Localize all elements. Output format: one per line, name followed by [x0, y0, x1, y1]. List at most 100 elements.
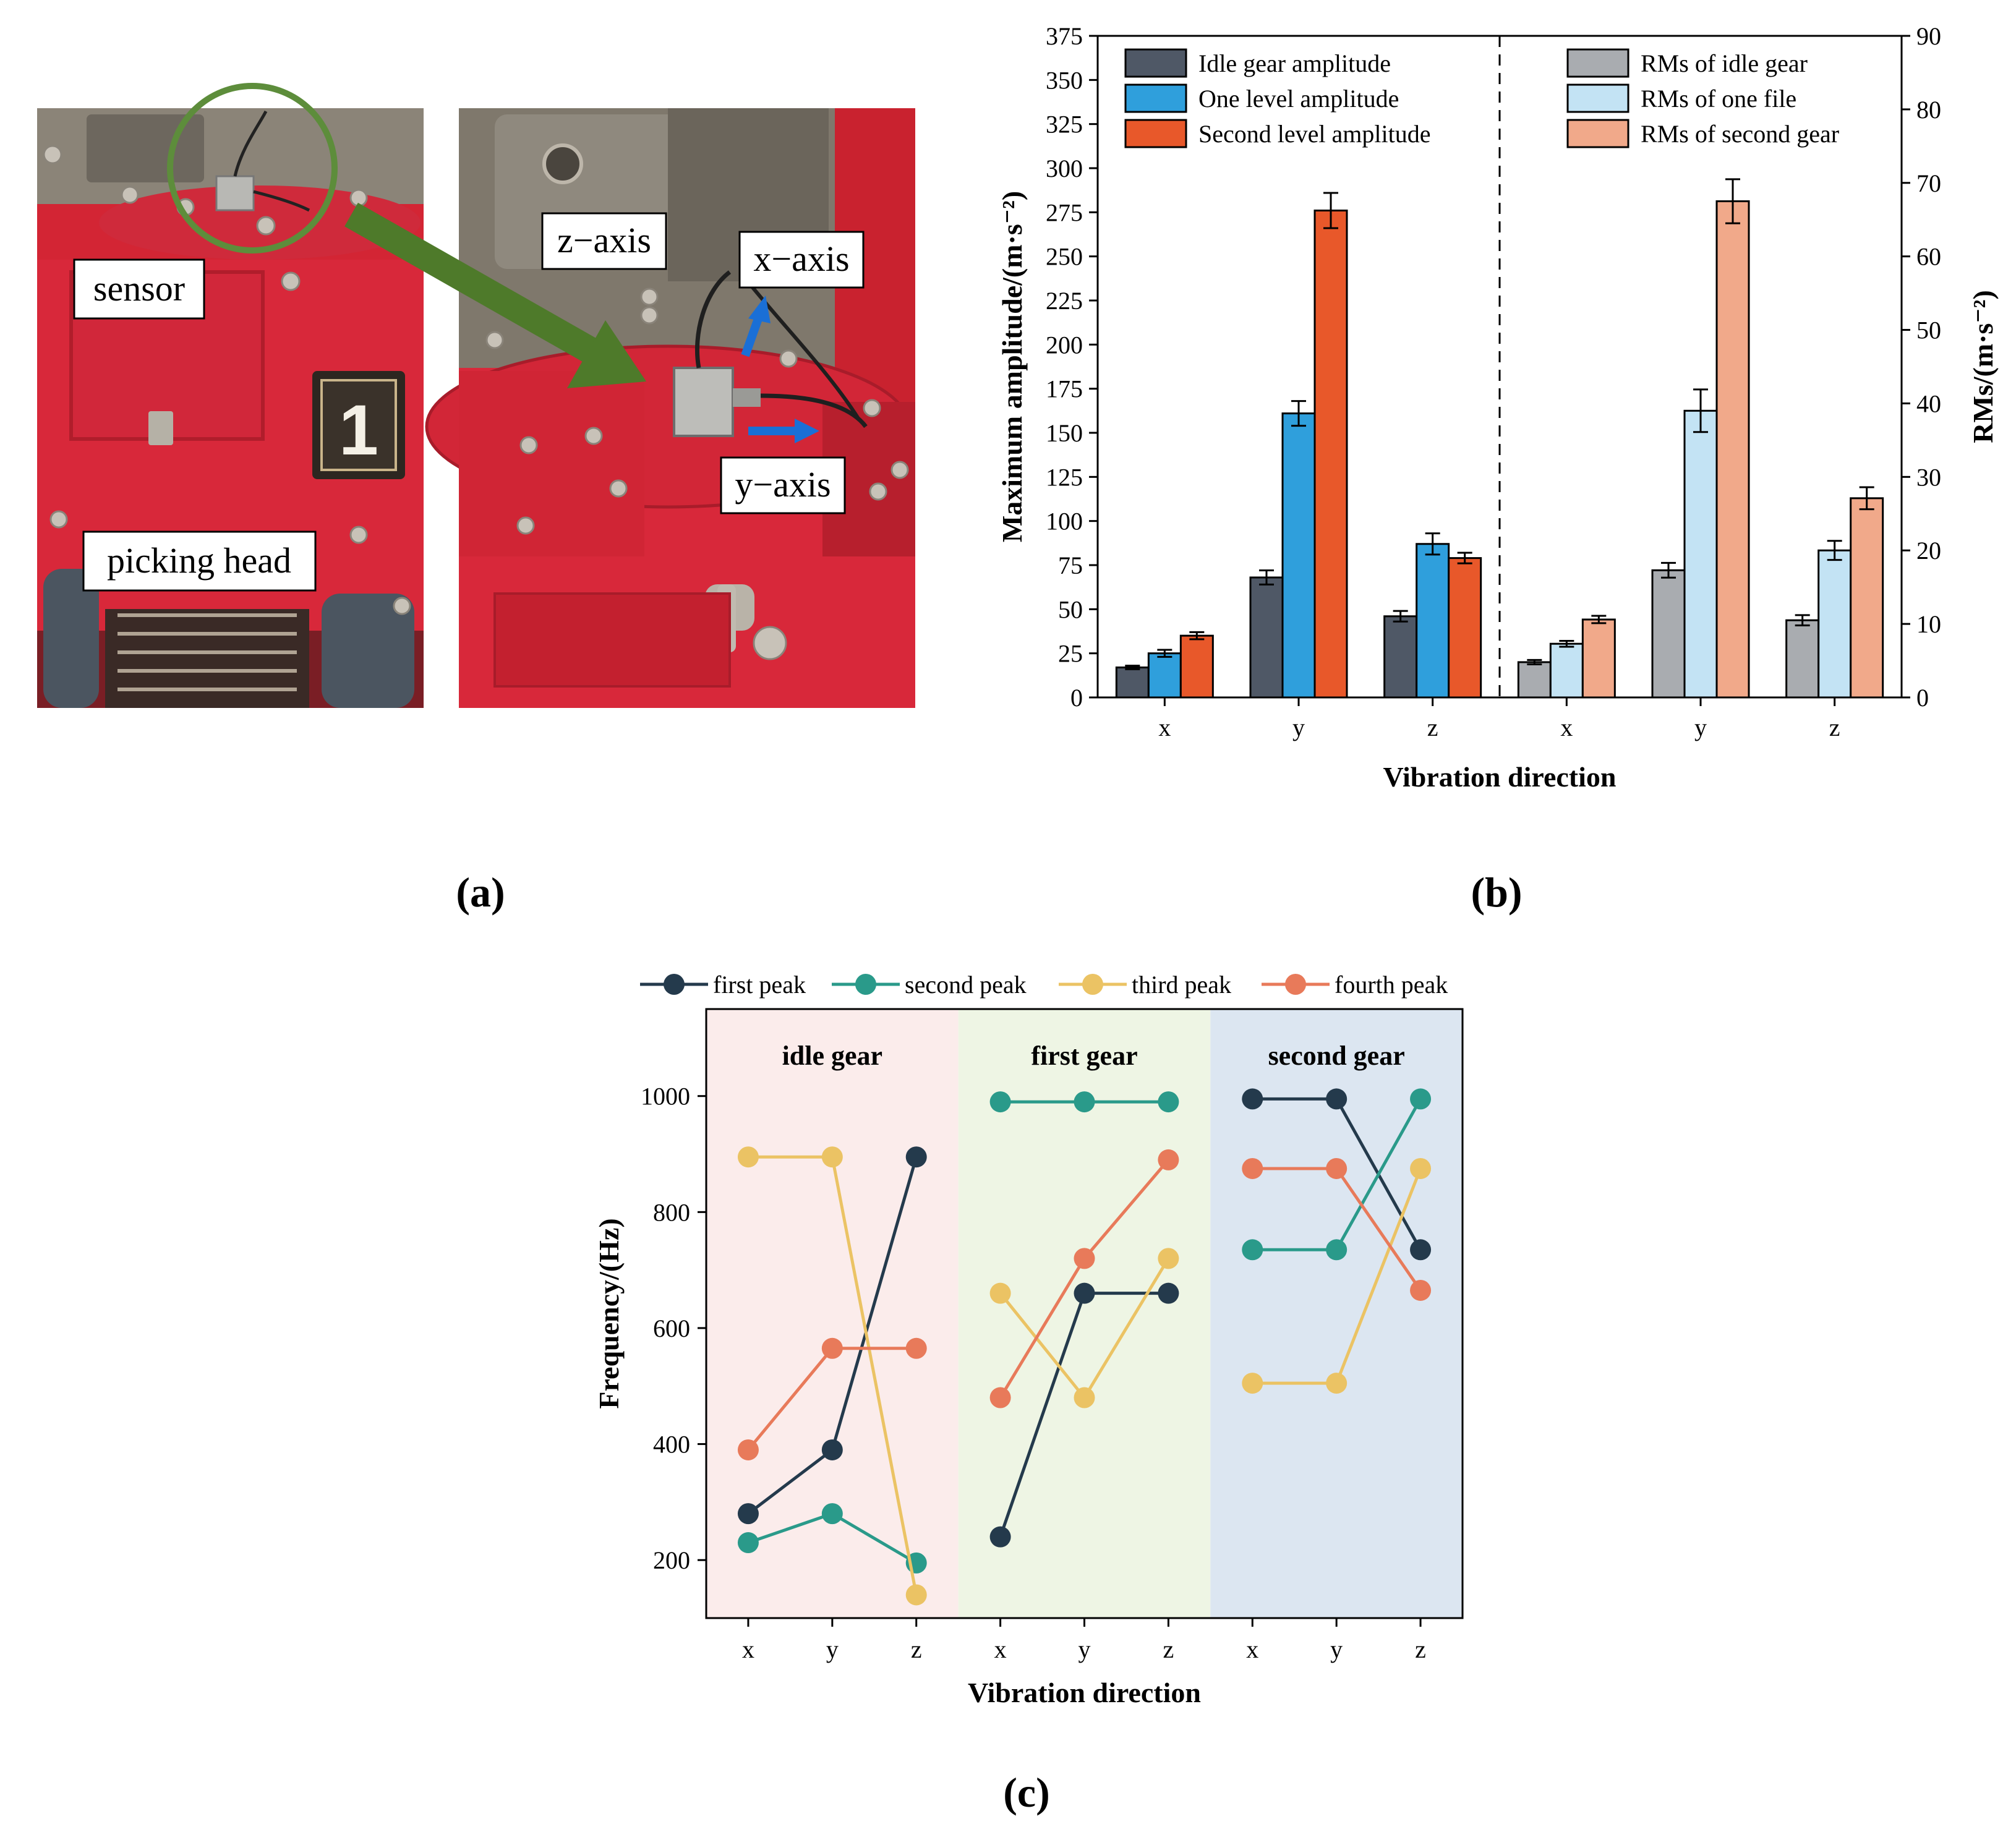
rms-bar	[1581, 618, 1616, 699]
y-right-tick-label: 10	[1916, 610, 1941, 638]
x-tick-label: x	[1560, 714, 1573, 741]
data-point	[1242, 1088, 1263, 1110]
y-right-tick-label: 50	[1916, 317, 1941, 344]
legend-marker	[1082, 974, 1103, 995]
data-point	[1326, 1157, 1348, 1179]
group-title: second gear	[1268, 1041, 1405, 1071]
x-tick-label: z	[1163, 1635, 1174, 1663]
amplitude-bar	[1313, 209, 1348, 699]
data-point	[1158, 1149, 1179, 1170]
y-right-tick-label: 40	[1916, 390, 1941, 417]
y-right-tick-label: 90	[1916, 22, 1941, 50]
legend-label: RMs of second gear	[1641, 120, 1839, 148]
data-point	[1410, 1157, 1432, 1179]
group-title: first gear	[1031, 1041, 1137, 1071]
y-tick-label: 400	[653, 1431, 690, 1459]
y-tick-label: 1000	[641, 1083, 690, 1110]
group-background	[706, 1009, 959, 1618]
y-right-tick-label: 60	[1916, 243, 1941, 271]
amplitude-bar	[1249, 576, 1284, 699]
rms-bar	[1785, 619, 1820, 699]
data-point	[737, 1439, 759, 1460]
y-left-tick-label: 150	[1046, 419, 1083, 447]
data-point	[989, 1282, 1011, 1304]
data-point	[1074, 1282, 1095, 1304]
amplitude-bar	[1448, 557, 1482, 699]
connector-arrow	[344, 202, 646, 388]
rms-bar	[1850, 497, 1884, 699]
panel-a-photos: 1 sensor	[37, 83, 915, 708]
group-title: idle gear	[782, 1041, 883, 1071]
rms-bar	[1683, 409, 1718, 699]
label-y-axis: y−axis	[735, 464, 831, 505]
y-tick-label: 600	[653, 1314, 690, 1342]
y-left-tick-label: 125	[1046, 463, 1083, 491]
x-tick-label: y	[1330, 1635, 1343, 1663]
amplitude-bar	[1416, 543, 1450, 699]
y-right-axis-title: RMs/(m·s⁻²)	[1967, 290, 1999, 443]
legend-marker	[664, 974, 685, 995]
data-point	[989, 1387, 1011, 1408]
y-left-tick-label: 350	[1046, 66, 1083, 94]
plate-number: 1	[339, 391, 378, 470]
caption-a: (a)	[456, 869, 505, 916]
y-right-tick-label: 70	[1916, 169, 1941, 197]
data-point	[1242, 1239, 1263, 1261]
data-point	[1326, 1373, 1348, 1394]
legend-marker	[855, 974, 876, 995]
y-right-tick-label: 80	[1916, 96, 1941, 124]
data-point	[1410, 1279, 1432, 1301]
legend-swatch	[1566, 48, 1629, 78]
data-point	[821, 1503, 843, 1525]
x-tick-label: x	[1246, 1635, 1258, 1663]
chart-c: idle gear first gear second gear 200 400 600 8…	[593, 971, 1464, 1708]
data-point	[905, 1584, 927, 1606]
data-point	[1326, 1239, 1348, 1261]
legend-label: Second level amplitude	[1198, 120, 1430, 148]
x-tick-label: z	[1829, 714, 1840, 741]
legend-label: first peak	[713, 971, 806, 999]
legend-swatch	[1566, 83, 1629, 113]
legend-label: fourth peak	[1335, 971, 1448, 999]
data-point	[1326, 1088, 1348, 1110]
data-point	[1410, 1088, 1432, 1110]
y-left-tick-label: 225	[1046, 287, 1083, 315]
y-left-tick-label: 75	[1058, 552, 1083, 579]
sensor-highlight-circle	[167, 83, 338, 253]
amplitude-bar	[1147, 652, 1182, 699]
data-point	[905, 1146, 927, 1168]
rms-bar	[1549, 642, 1584, 699]
data-point	[905, 1337, 927, 1359]
x-axis-title: Vibration direction	[1383, 761, 1617, 793]
x-axis-title: Vibration direction	[968, 1677, 1201, 1708]
amplitude-bar	[1281, 412, 1316, 699]
y-left-tick-label: 100	[1046, 508, 1083, 535]
legend-label: Idle gear amplitude	[1198, 49, 1391, 77]
y-right-tick-label: 20	[1916, 537, 1941, 565]
y-left-tick-label: 375	[1046, 22, 1083, 50]
y-left-tick-label: 300	[1046, 155, 1083, 182]
y-left-tick-label: 250	[1046, 243, 1083, 271]
label-picking-head: picking head	[107, 540, 291, 581]
data-point	[821, 1146, 843, 1168]
y-left-tick-label: 50	[1058, 595, 1083, 623]
x-tick-label: y	[1694, 714, 1707, 741]
x-tick-label: y	[826, 1635, 839, 1663]
photo-left: 1 sensor	[37, 83, 424, 708]
amplitude-bar	[1115, 666, 1150, 699]
legend-swatch	[1124, 48, 1187, 78]
photo-right: z−axis x−axis y−axis	[425, 108, 915, 708]
data-point	[737, 1146, 759, 1168]
data-point	[821, 1439, 843, 1460]
label-x-axis: x−axis	[753, 239, 849, 279]
legend-label: RMs of idle gear	[1641, 49, 1808, 77]
legend-swatch	[1566, 119, 1629, 148]
label-z-axis: z−axis	[557, 220, 651, 260]
y-tick-label: 800	[653, 1198, 690, 1226]
y-left-tick-label: 0	[1070, 684, 1083, 712]
caption-c: (c)	[1003, 1769, 1049, 1816]
data-point	[1074, 1248, 1095, 1269]
label-sensor: sensor	[93, 268, 185, 309]
y-left-tick-label: 200	[1046, 331, 1083, 359]
